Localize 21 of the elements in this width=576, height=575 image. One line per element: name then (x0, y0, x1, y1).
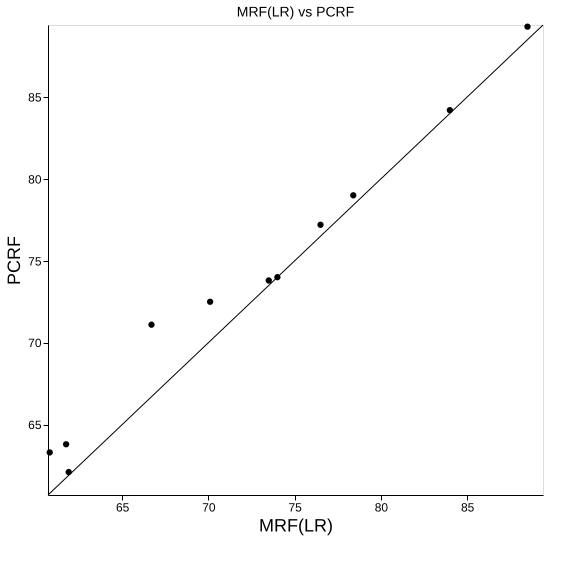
y-tick-label: 80 (28, 172, 42, 186)
x-axis-title: MRF(LR) (259, 516, 333, 536)
y-tick-label: 85 (28, 90, 42, 105)
x-tick-label: 75 (288, 500, 302, 514)
y-axis-title: PCRF (4, 236, 24, 285)
x-tick-label: 80 (374, 500, 388, 514)
point (206, 298, 214, 305)
chart-title: MRF(LR) vs PCRF (236, 3, 354, 20)
x-tick-label: 65 (116, 500, 130, 514)
point (266, 277, 272, 284)
point (317, 222, 324, 228)
point (62, 441, 70, 448)
point (148, 322, 155, 328)
point (46, 449, 53, 456)
y-tick-label: 75 (28, 254, 42, 268)
point (350, 192, 356, 198)
x-tick-label: 85 (460, 500, 475, 514)
y-tick-label: 65 (28, 418, 42, 432)
y-tick-label: 70 (28, 336, 42, 350)
x-tick-label: 70 (202, 500, 216, 514)
point (524, 23, 531, 30)
